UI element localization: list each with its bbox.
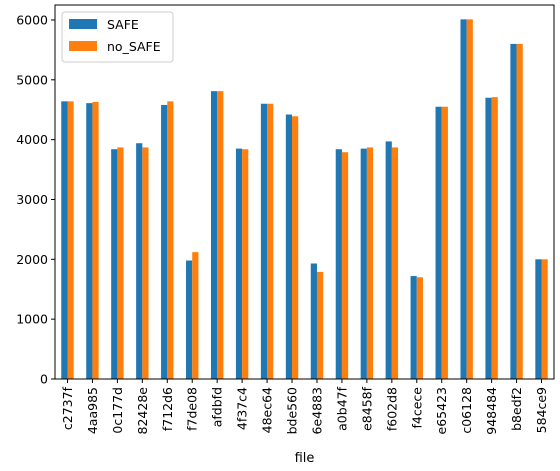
legend-swatch-no-safe (69, 41, 97, 51)
bar-no-safe-c06128 (467, 19, 473, 379)
bar-safe-0c177d (111, 149, 117, 379)
legend: SAFE no_SAFE (62, 12, 173, 62)
bar-no-safe-afdbfd (217, 91, 223, 379)
x-tick-label: e8458f (359, 386, 374, 431)
bar-no-safe-f712d6 (167, 101, 173, 379)
x-tick-label: e65423 (434, 387, 449, 434)
bar-no-safe-b8edf2 (517, 44, 523, 379)
x-tick-label: 584ce9 (534, 387, 549, 433)
x-tick-label: b8edf2 (509, 387, 524, 431)
x-tick-label: bde560 (285, 387, 300, 434)
x-tick-label: a0b47f (334, 386, 349, 430)
bar-no-safe-584ce9 (542, 259, 548, 379)
x-tick-label: 82428e (135, 387, 150, 435)
y-tick-label: 3000 (16, 192, 48, 207)
bar-no-safe-6e4883 (317, 272, 323, 379)
x-tick-label: 0c177d (110, 387, 125, 434)
bar-no-safe-48ec64 (267, 104, 273, 379)
x-tick-label: 6e4883 (309, 387, 324, 434)
bar-no-safe-948484 (492, 97, 498, 379)
bar-no-safe-e8458f (367, 147, 373, 379)
bar-no-safe-a0b47f (342, 152, 348, 379)
bar-safe-c06128 (460, 19, 466, 379)
x-tick-label: f7de08 (185, 387, 200, 431)
bar-safe-a0b47f (336, 149, 342, 379)
bar-no-safe-4aa985 (92, 102, 98, 379)
y-tick-label: 5000 (16, 72, 48, 87)
bar-safe-f712d6 (161, 105, 167, 379)
y-tick-label: 4000 (16, 132, 48, 147)
x-axis: c2737f 4aa985 0c177d 82428e f712d6 f7de08 afdb… (60, 379, 549, 435)
bar-safe-f7de08 (186, 261, 192, 379)
bar-safe-f602d8 (386, 141, 392, 379)
bar-safe-584ce9 (535, 259, 541, 379)
bar-no-safe-f4cece (417, 277, 423, 379)
legend-swatch-safe (69, 19, 97, 29)
x-tick-label: 4aa985 (85, 387, 100, 434)
x-tick-label: 4f37c4 (235, 387, 250, 430)
bar-safe-e8458f (361, 149, 367, 379)
x-tick-label: f712d6 (160, 387, 175, 431)
bar-no-safe-0c177d (117, 147, 123, 379)
bar-safe-4aa985 (86, 103, 92, 379)
bar-safe-4f37c4 (236, 149, 242, 379)
bar-no-safe-f602d8 (392, 147, 398, 379)
bar-safe-948484 (485, 98, 491, 379)
y-tick-label: 2000 (16, 252, 48, 267)
bars-group (61, 19, 547, 379)
x-tick-label: f4cece (409, 387, 424, 429)
bar-no-safe-bde560 (292, 116, 298, 379)
bar-safe-82428e (136, 143, 142, 379)
bar-safe-48ec64 (261, 104, 267, 379)
y-axis: 0 1000 2000 3000 4000 5000 6000 (16, 12, 55, 386)
bar-safe-afdbfd (211, 91, 217, 379)
bar-no-safe-82428e (142, 147, 148, 379)
bar-no-safe-4f37c4 (242, 149, 248, 379)
x-axis-label: file (295, 451, 315, 466)
bar-no-safe-e65423 (442, 107, 448, 379)
bar-no-safe-c2737f (67, 101, 73, 379)
bar-safe-c2737f (61, 101, 67, 379)
bar-safe-6e4883 (311, 264, 317, 379)
legend-label-safe: SAFE (107, 17, 139, 32)
bar-safe-e65423 (436, 107, 442, 379)
x-tick-label: 48ec64 (260, 387, 275, 433)
x-tick-label: afdbfd (210, 387, 225, 427)
x-tick-label: c06128 (459, 387, 474, 434)
legend-label-no-safe: no_SAFE (107, 39, 161, 54)
x-tick-label: 948484 (484, 387, 499, 435)
x-tick-label: c2737f (60, 386, 75, 430)
bar-safe-bde560 (286, 115, 292, 379)
bar-safe-f4cece (411, 276, 417, 379)
x-tick-label: f602d8 (384, 387, 399, 431)
bar-no-safe-f7de08 (192, 252, 198, 379)
y-tick-label: 1000 (16, 312, 48, 327)
y-tick-label: 6000 (16, 12, 48, 27)
y-tick-label: 0 (40, 372, 48, 387)
bar-safe-b8edf2 (510, 44, 516, 379)
